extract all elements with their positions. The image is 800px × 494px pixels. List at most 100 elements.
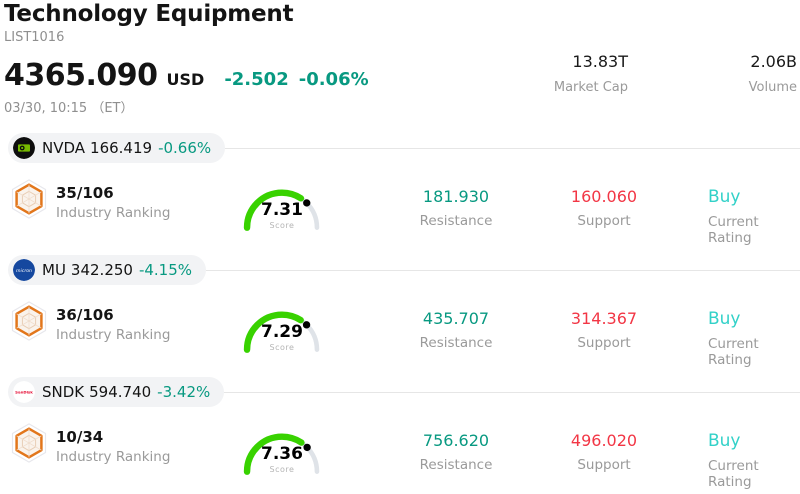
rating-block: Buy Current Rating (708, 422, 800, 490)
stock-detail: 10/34 Industry Ranking 7.36 Score 756.62… (0, 422, 800, 490)
rating-link[interactable]: Buy (708, 431, 741, 451)
rating-label: Current Rating (708, 458, 759, 490)
score-label: Score (269, 343, 295, 352)
support-block: 160.060 Support (556, 178, 652, 246)
gauge-text: 7.29 Score (232, 322, 332, 352)
industry-rank-text: 36/106 Industry Ranking (56, 300, 170, 368)
ticker-symbol: SNDK (42, 383, 85, 401)
market-cap-label: Market Cap (553, 80, 628, 95)
score-label: Score (269, 465, 295, 474)
rating-block: Buy Current Rating (708, 178, 800, 246)
row-divider (225, 147, 800, 149)
price-change: -2.502 (224, 69, 289, 91)
industry-rank-text: 35/106 Industry Ranking (56, 178, 170, 246)
rating-label: Current Rating (708, 214, 759, 246)
list-header: Technology Equipment LIST1016 4365.090 U… (0, 0, 800, 128)
hexagon-badge-icon (8, 422, 50, 464)
gauge-text: 7.31 Score (232, 200, 332, 230)
page-title: Technology Equipment (4, 1, 294, 27)
support-value: 496.020 (570, 431, 638, 450)
resistance-block: 435.707 Resistance (356, 300, 556, 368)
industry-rank-text: 10/34 Industry Ranking (56, 422, 170, 490)
svg-text:SanDisk: SanDisk (15, 390, 33, 395)
volume-label: Volume (748, 80, 797, 95)
stock-rows: NVDA 166.419 -0.66% (0, 128, 800, 494)
gauge-arc (243, 433, 321, 475)
stock-change-pct: -3.42% (157, 383, 211, 401)
stock-row: NVDA 166.419 -0.66% (0, 128, 800, 250)
score-label: Score (269, 221, 295, 230)
rating-link[interactable]: Buy (708, 187, 741, 207)
industry-rank-label: Industry Ranking (56, 449, 171, 465)
support-label: Support (577, 213, 631, 229)
stock-price: 594.740 (89, 383, 152, 401)
rating-label: Current Rating (708, 336, 759, 368)
stock-price: 166.419 (90, 139, 153, 157)
market-cap-value: 13.83T (572, 52, 628, 71)
score-gauge: 7.31 Score (232, 178, 332, 246)
resistance-value: 756.620 (422, 431, 490, 450)
ticker-symbol: NVDA (42, 139, 86, 157)
ticker-symbol: MU (42, 261, 66, 279)
micron-logo: micron (13, 259, 35, 281)
industry-rank-label: Industry Ranking (56, 327, 171, 343)
support-value: 314.367 (570, 309, 638, 328)
resistance-label: Resistance (419, 457, 493, 473)
resistance-block: 756.620 Resistance (356, 422, 556, 490)
row-divider (224, 391, 800, 393)
support-block: 314.367 Support (556, 300, 652, 368)
quote-timestamp: 03/30, 10:15 （ET） (4, 101, 134, 117)
score-gauge: 7.36 Score (232, 422, 332, 490)
score-value: 7.29 (261, 322, 303, 342)
stock-pill[interactable]: micron MU 342.250 -4.15% (8, 255, 207, 285)
currency-label: USD (166, 70, 205, 90)
industry-rank-block: 36/106 Industry Ranking (8, 300, 232, 368)
price-change-pct: -0.06% (298, 69, 369, 91)
stock-pill[interactable]: NVDA 166.419 -0.66% (8, 133, 226, 163)
volume-value: 2.06B (750, 52, 797, 71)
stock-row-head: NVDA 166.419 -0.66% (0, 133, 800, 163)
stock-row: SanDisk SNDK 594.740 -3.42% (0, 372, 800, 494)
support-block: 496.020 Support (556, 422, 652, 490)
score-value: 7.31 (261, 200, 303, 220)
gauge-arc (243, 189, 321, 231)
rating-link[interactable]: Buy (708, 309, 741, 329)
resistance-value: 181.930 (422, 187, 490, 206)
index-price: 4365.090 (4, 58, 158, 94)
market-cap-stat: 13.83T Market Cap (554, 52, 628, 95)
resistance-block: 181.930 Resistance (356, 178, 556, 246)
support-label: Support (577, 335, 631, 351)
stock-row-head: SanDisk SNDK 594.740 -3.42% (0, 377, 800, 407)
hexagon-badge-icon (8, 178, 50, 220)
industry-rank: 10/34 (56, 428, 104, 446)
hexagon-badge-icon (8, 300, 50, 342)
support-label: Support (577, 457, 631, 473)
stock-pill[interactable]: SanDisk SNDK 594.740 -3.42% (8, 377, 225, 407)
score-value: 7.36 (261, 444, 303, 464)
sandisk-logo: SanDisk (13, 381, 35, 403)
resistance-label: Resistance (419, 213, 493, 229)
index-price-row: 4365.090 USD -2.502 -0.06% (4, 58, 800, 93)
volume-stat: 2.06B Volume (749, 52, 797, 95)
gauge-arc (243, 311, 321, 353)
stock-change-pct: -4.15% (138, 261, 193, 279)
svg-text:micron: micron (16, 268, 32, 274)
rating-block: Buy Current Rating (708, 300, 800, 368)
industry-rank: 36/106 (56, 306, 114, 324)
stock-row-head: micron MU 342.250 -4.15% (0, 255, 800, 285)
industry-rank-block: 35/106 Industry Ranking (8, 178, 232, 246)
resistance-value: 435.707 (422, 309, 490, 328)
nvidia-logo (13, 137, 35, 159)
industry-rank-label: Industry Ranking (56, 205, 171, 221)
stock-detail: 36/106 Industry Ranking 7.29 Score 435.7… (0, 300, 800, 368)
stock-detail: 35/106 Industry Ranking 7.31 Score 181.9… (0, 178, 800, 246)
support-value: 160.060 (570, 187, 638, 206)
score-gauge: 7.29 Score (232, 300, 332, 368)
list-id: LIST1016 (4, 30, 65, 46)
stock-price: 342.250 (70, 261, 133, 279)
stock-change-pct: -0.66% (158, 139, 212, 157)
stock-row: micron MU 342.250 -4.15% (0, 250, 800, 372)
industry-rank: 35/106 (56, 184, 114, 202)
gauge-text: 7.36 Score (232, 444, 332, 474)
